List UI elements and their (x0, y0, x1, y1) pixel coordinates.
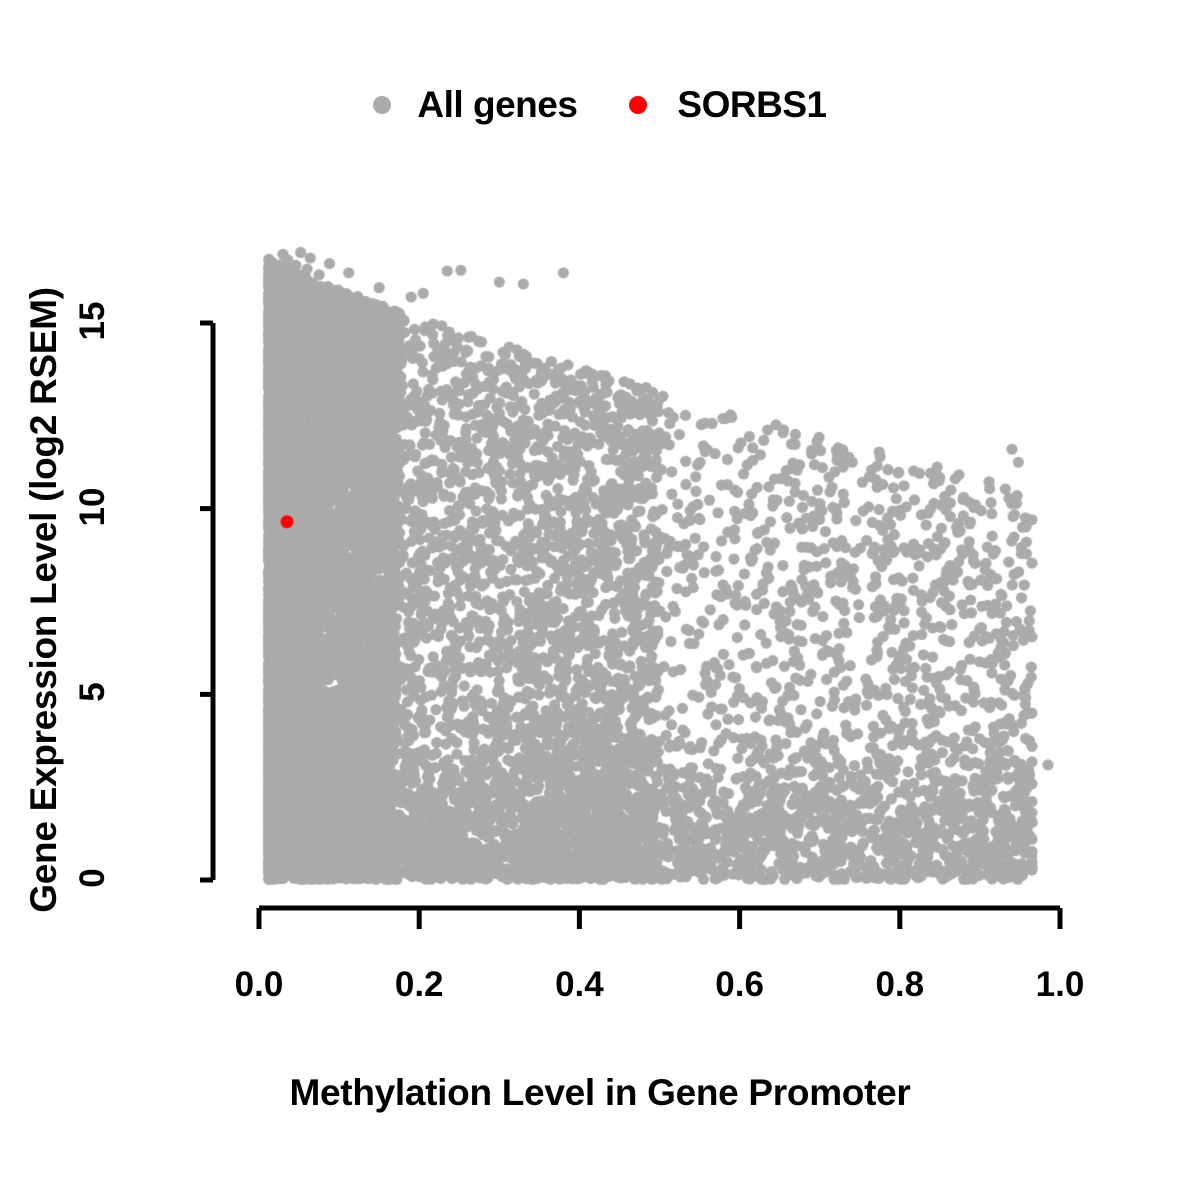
legend-entry-sorbs1: SORBS1 (629, 84, 827, 126)
legend-marker-sorbs1-icon (629, 96, 648, 114)
legend: All genes SORBS1 (0, 84, 1200, 126)
x-axis-title: Methylation Level in Gene Promoter (289, 1072, 911, 1113)
legend-label-all-genes: All genes (417, 84, 578, 125)
legend-label-sorbs1: SORBS1 (677, 84, 827, 125)
x-tick-label: 0.8 (875, 965, 925, 1004)
x-tick-label: 0.0 (234, 965, 284, 1004)
y-axis-title: Gene Expression Level (log2 RSEM) (23, 287, 64, 913)
x-tick-label: 0.2 (394, 965, 444, 1004)
y-tick-label: 5 (73, 682, 112, 703)
x-tick-label: 0.4 (555, 965, 604, 1004)
legend-marker-all-genes-icon (373, 96, 392, 114)
y-tick-label: 10 (73, 487, 112, 527)
y-tick-label: 0 (73, 868, 112, 888)
legend-entry-all-genes: All genes (373, 84, 578, 126)
x-tick-label: 1.0 (1035, 965, 1085, 1004)
x-tick-label: 0.6 (715, 965, 764, 1004)
y-tick-label: 15 (73, 301, 112, 341)
